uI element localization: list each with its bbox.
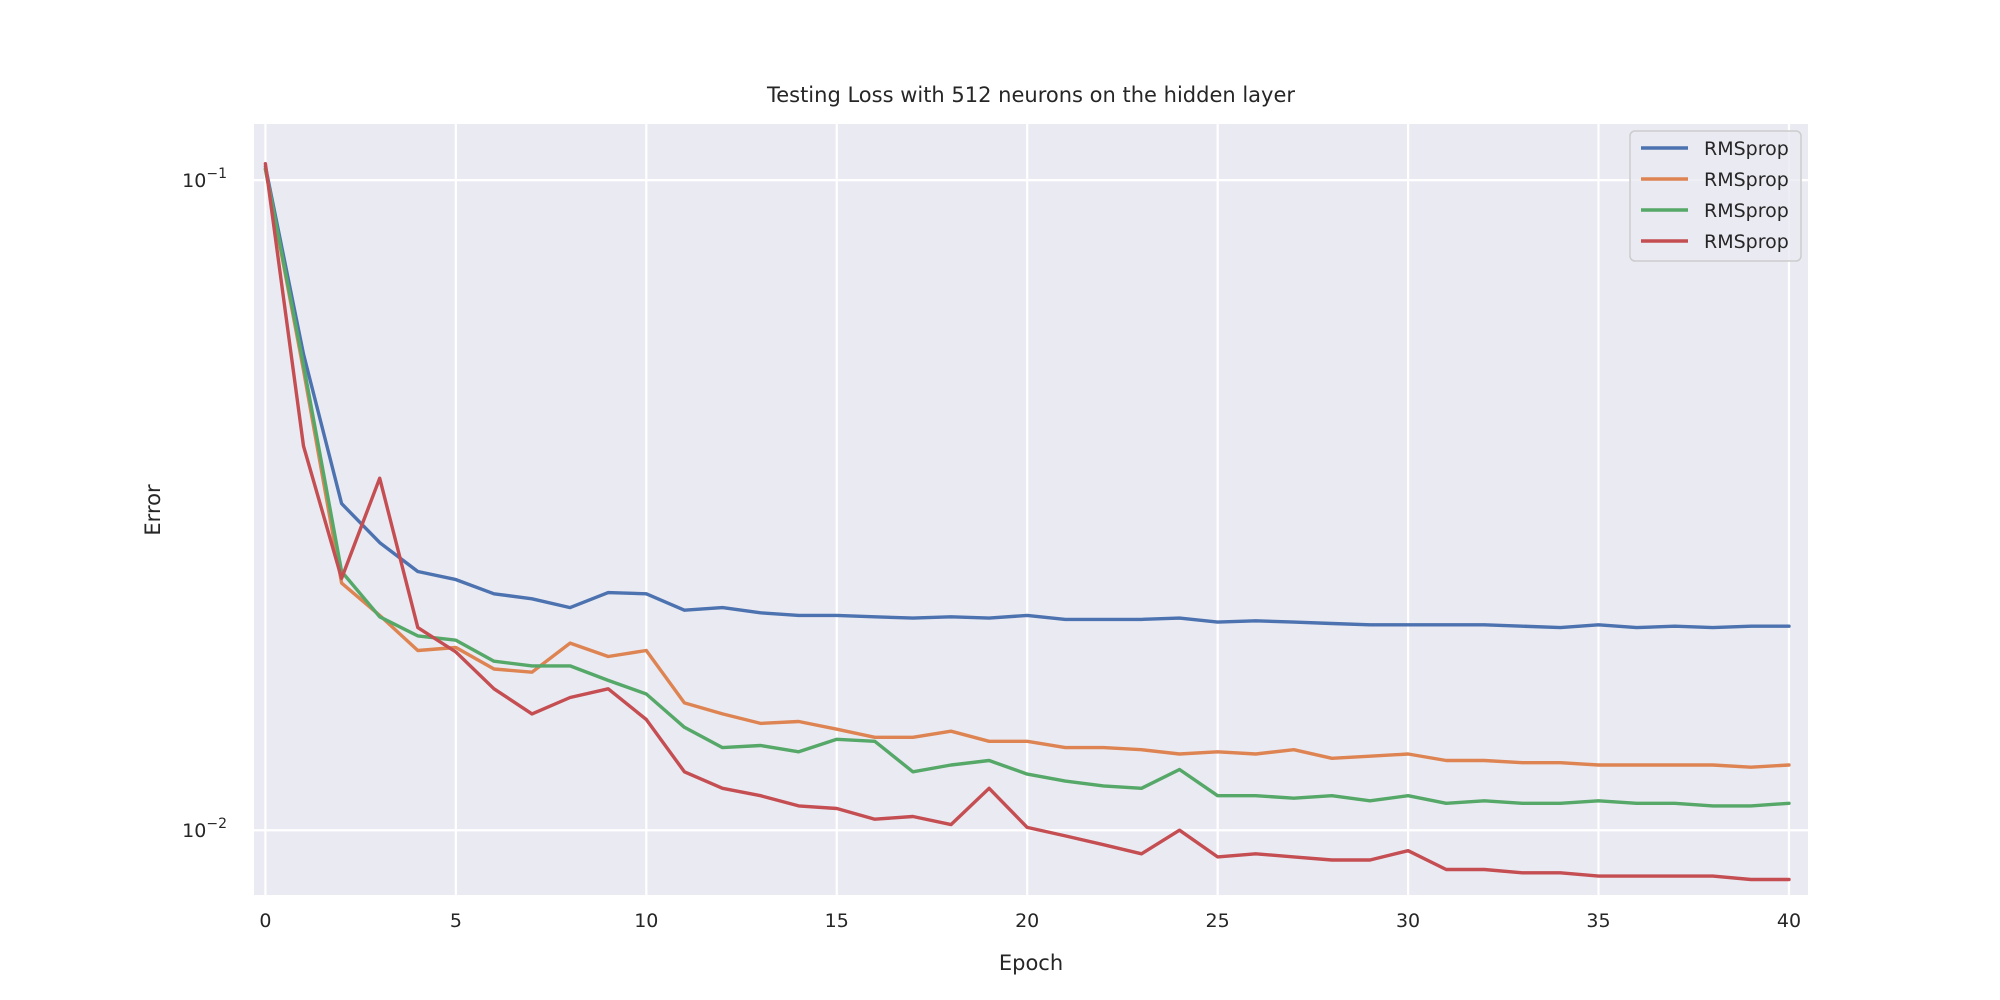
x-tick-label: 40 <box>1777 910 1801 932</box>
x-tick-label: 30 <box>1396 910 1420 932</box>
y-axis-label: Error <box>141 484 165 536</box>
x-axis-label: Epoch <box>999 951 1063 975</box>
series-line-1 <box>263 164 1791 630</box>
x-tick-label: 10 <box>634 910 658 932</box>
legend-label: RMSprop <box>1704 231 1789 253</box>
series-line-2 <box>263 167 1791 769</box>
x-tick-label: 15 <box>825 910 849 932</box>
legend-label: RMSprop <box>1704 200 1789 222</box>
legend-label: RMSprop <box>1704 138 1789 160</box>
series-line-3 <box>263 167 1791 808</box>
x-tick-label: 5 <box>450 910 462 932</box>
series-line-4 <box>263 161 1791 882</box>
grid-lines <box>254 124 1808 895</box>
x-tick-label: 0 <box>259 910 271 932</box>
y-tick-label: 10−2 <box>182 816 227 842</box>
chart-title: Testing Loss with 512 neurons on the hid… <box>766 83 1295 107</box>
y-tick-label: 10−1 <box>182 166 227 192</box>
legend: RMSprop RMSprop RMSprop RMSprop <box>1629 130 1802 262</box>
legend-box <box>1629 130 1802 262</box>
x-tick-label: 20 <box>1015 910 1039 932</box>
legend-label: RMSprop <box>1704 169 1789 191</box>
x-tick-label: 35 <box>1586 910 1610 932</box>
x-tick-label: 25 <box>1206 910 1230 932</box>
x-tick-labels: 0 5 10 15 20 25 30 35 40 <box>259 910 1801 932</box>
plot-background <box>254 124 1808 895</box>
series-lines <box>263 161 1791 882</box>
y-tick-labels: 10−1 10−2 <box>182 166 227 842</box>
